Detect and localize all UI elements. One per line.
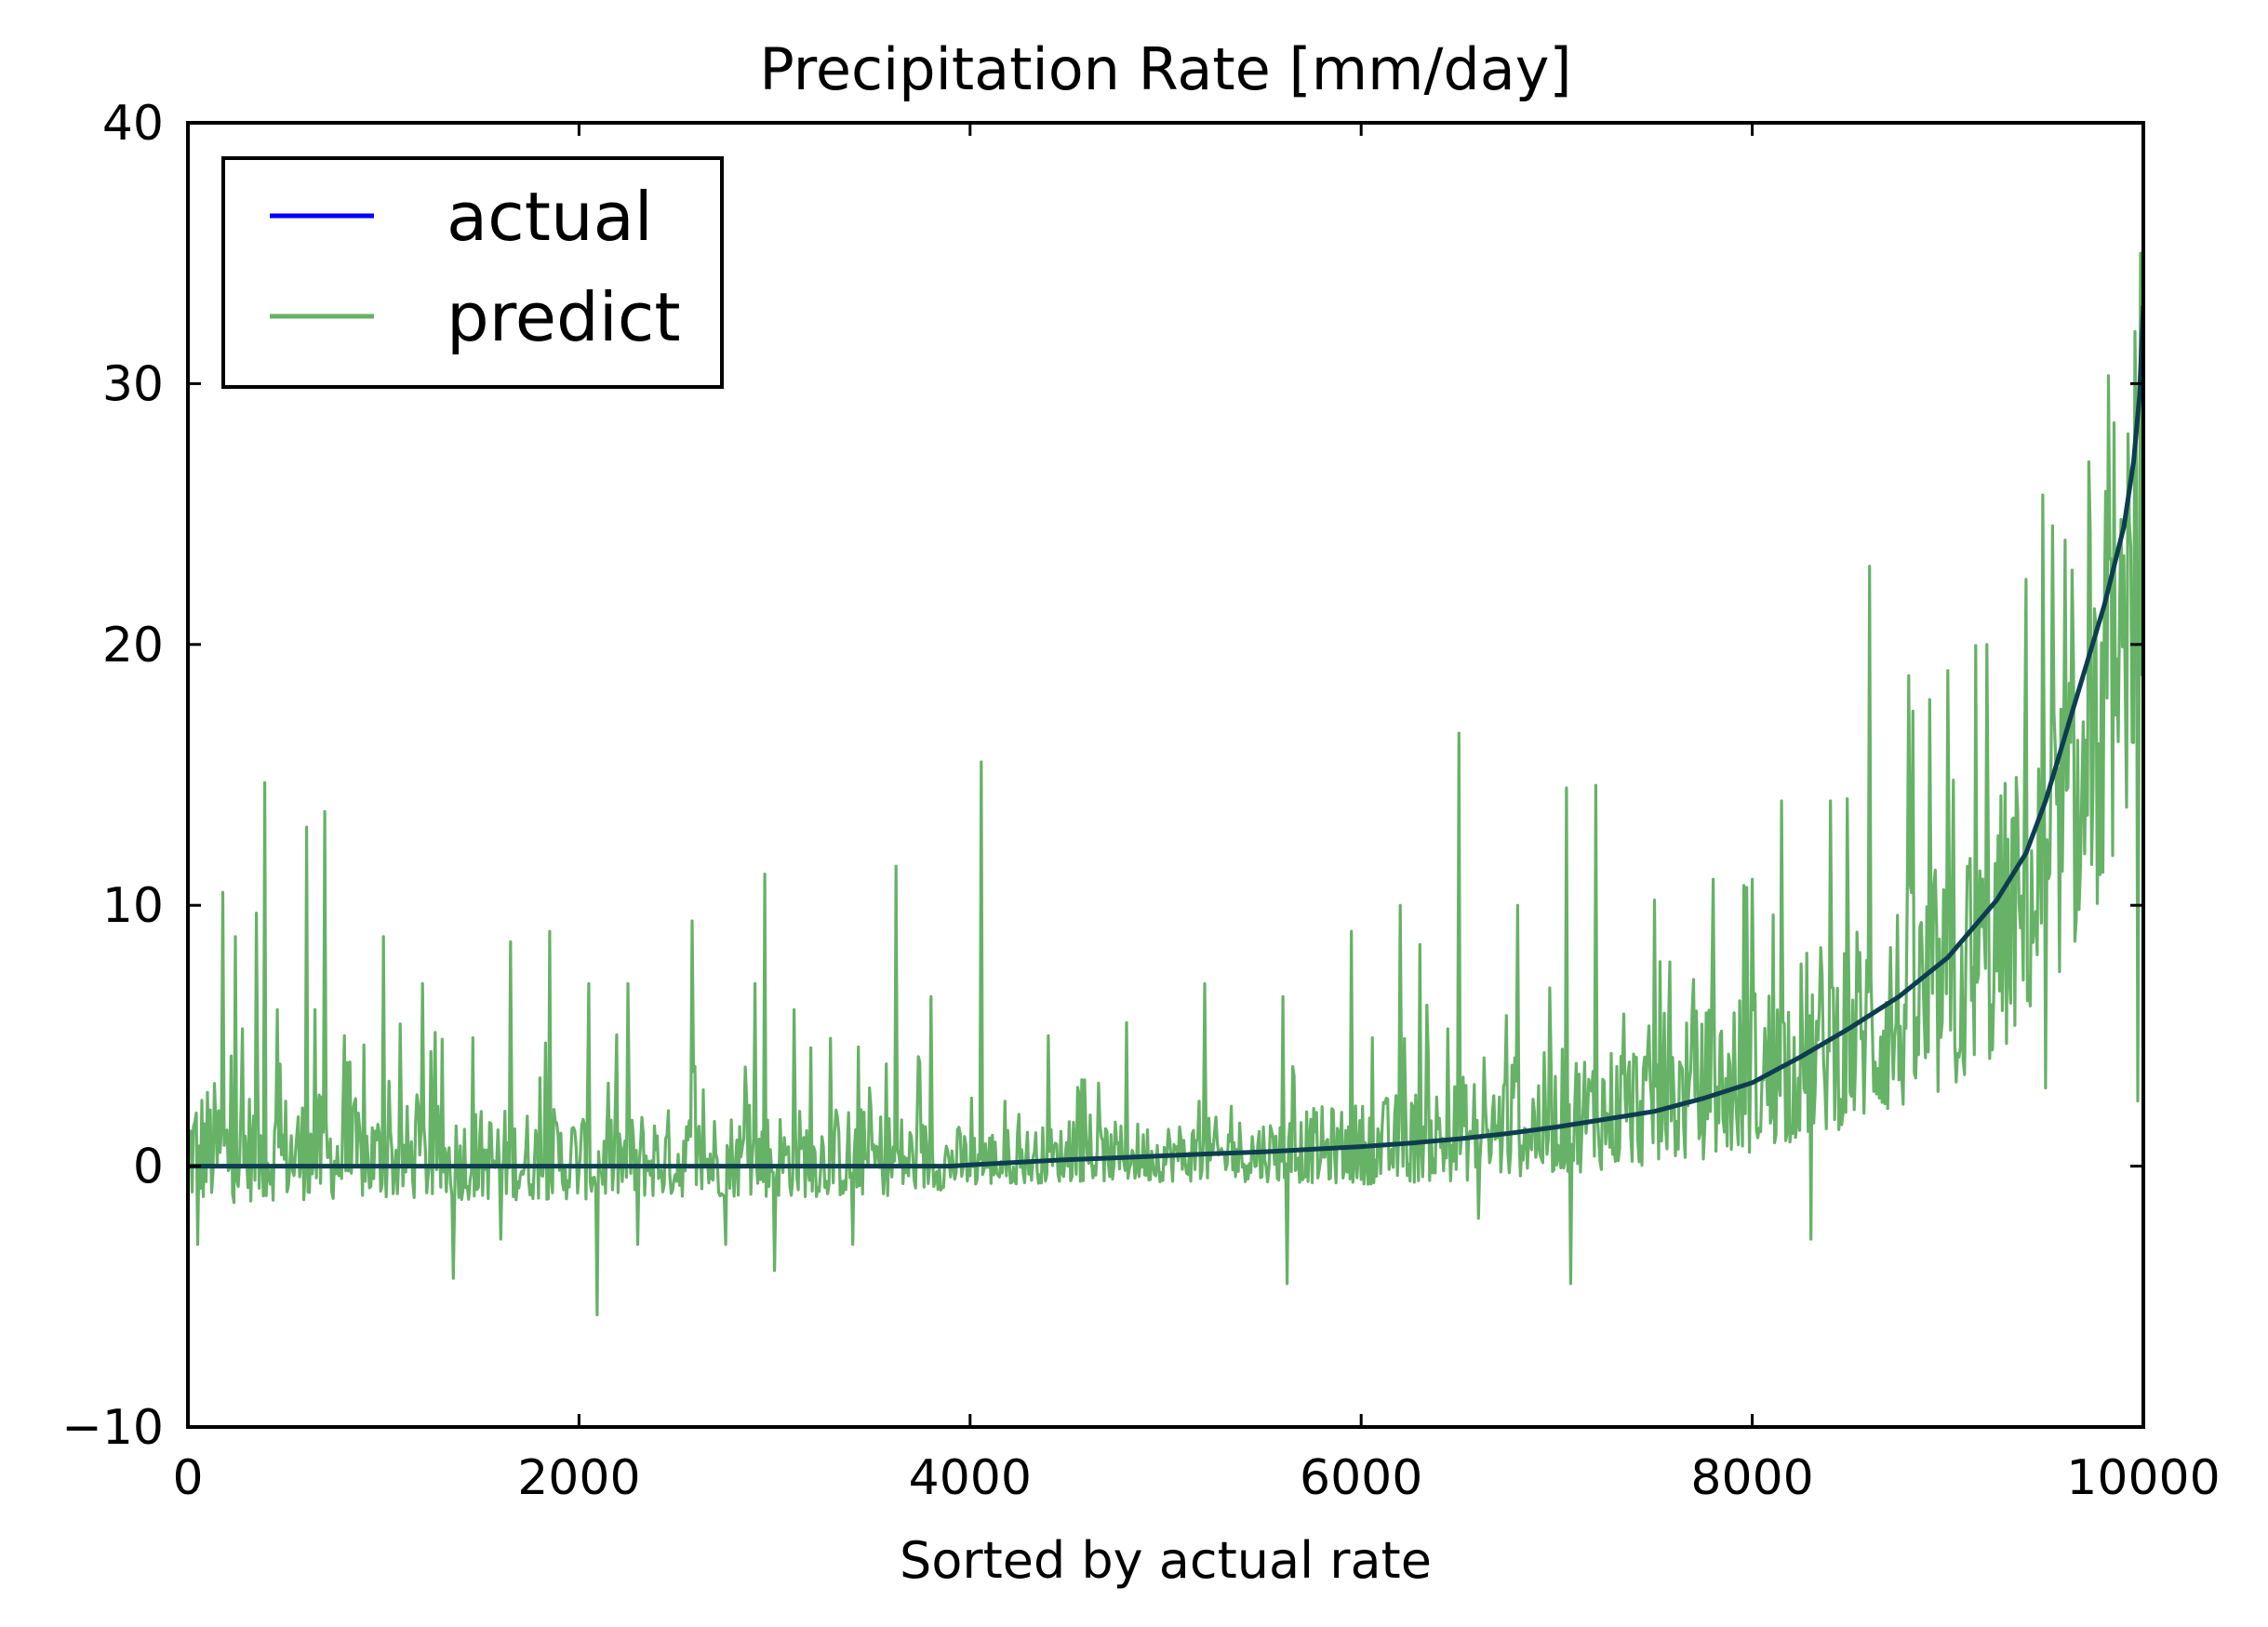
legend-label-predict: predict (447, 278, 681, 356)
x-axis: 0 2000 4000 6000 8000 10000 (172, 123, 2221, 1506)
x-tick-label: 8000 (1690, 1450, 1813, 1506)
actual-line (188, 305, 2143, 1169)
y-tick-label: 40 (102, 96, 164, 152)
y-tick-label: 30 (102, 356, 164, 412)
actual-series (188, 305, 2143, 1169)
plot-frame (186, 121, 2145, 1429)
x-tick-label: 10000 (2066, 1450, 2220, 1506)
y-tick-label: −10 (61, 1400, 164, 1456)
y-tick-label: 10 (102, 878, 164, 934)
y-axis: −10 0 10 20 30 40 (61, 96, 2143, 1456)
x-tick-label: 6000 (1300, 1450, 1422, 1506)
x-tick-label: 2000 (517, 1450, 640, 1506)
plot-area (188, 201, 2143, 1316)
y-tick-label: 0 (133, 1140, 164, 1195)
legend: actual predict (221, 156, 724, 389)
y-tick-label: 20 (102, 618, 164, 673)
x-axis-label: Sorted by actual rate (900, 1531, 1432, 1590)
legend-label-actual: actual (447, 178, 653, 256)
x-tick-label: 0 (172, 1450, 203, 1506)
predict-series (188, 201, 2143, 1316)
predict-line (188, 201, 2143, 1316)
chart-title: Precipitation Rate [mm/day] (759, 35, 1571, 103)
x-tick-label: 4000 (909, 1450, 1032, 1506)
legend-box (221, 156, 724, 389)
